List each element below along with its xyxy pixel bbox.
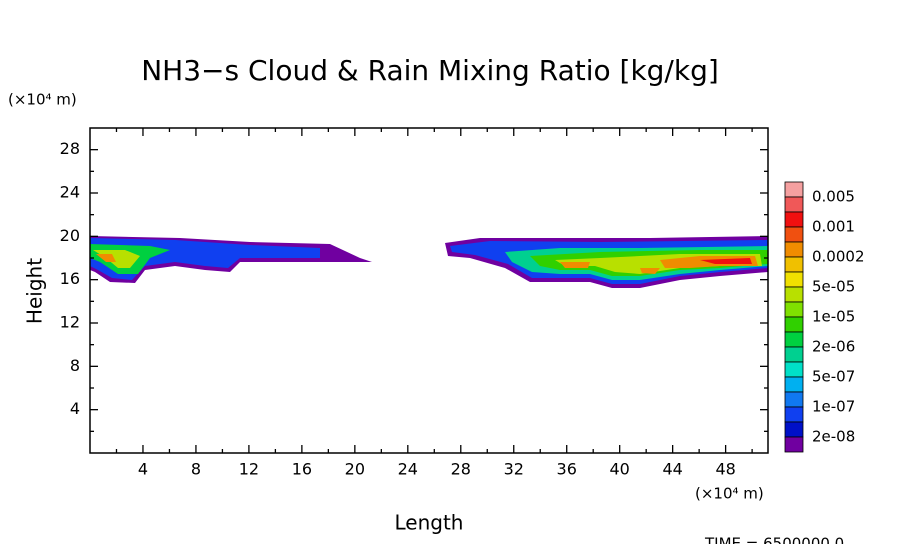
y-tick-label: 8 xyxy=(70,356,80,375)
x-tick-label: 32 xyxy=(504,460,524,479)
colorbar-label: 0.005 xyxy=(812,188,855,206)
colorbar-box xyxy=(784,316,804,333)
colorbar-label: 0.001 xyxy=(812,218,855,236)
axes xyxy=(89,127,769,454)
colorbar-label: 1e-05 xyxy=(812,308,855,326)
colorbar-box xyxy=(784,241,804,258)
colorbar-box xyxy=(784,256,804,273)
colorbar-box xyxy=(784,226,804,243)
colorbar-label: 0.0002 xyxy=(812,248,865,266)
colorbar-box xyxy=(784,196,804,213)
x-tick-label: 36 xyxy=(557,460,577,479)
x-unit: (×10⁴ m) xyxy=(695,485,764,503)
x-tick-label: 24 xyxy=(398,460,418,479)
colorbar-box xyxy=(784,361,804,378)
x-tick-label: 12 xyxy=(239,460,259,479)
plot-frame xyxy=(89,127,769,454)
colorbar-box xyxy=(784,421,804,438)
cloud-field xyxy=(90,236,768,288)
x-tick-label: 48 xyxy=(715,460,735,479)
y-tick-label: 4 xyxy=(70,399,80,418)
colorbar-box xyxy=(784,436,804,453)
footer: TIME = 6500000.0 xyxy=(704,535,844,544)
colorbar-label: 2e-06 xyxy=(812,338,855,356)
colorbar-box xyxy=(784,211,804,228)
x-tick-label: 4 xyxy=(138,460,148,479)
y-tick-label: 20 xyxy=(60,226,80,245)
y-unit: (×10⁴ m) xyxy=(8,91,77,109)
y-tick-label: 16 xyxy=(60,269,80,288)
x-axis-label: Length xyxy=(395,511,464,535)
colorbar-box xyxy=(784,271,804,288)
colorbar-label: 5e-05 xyxy=(812,278,855,296)
chart-title: NH3−s Cloud & Rain Mixing Ratio [kg/kg] xyxy=(141,54,719,87)
y-axis-label: Height xyxy=(23,258,47,324)
colorbar-box xyxy=(784,406,804,423)
colorbar-box xyxy=(784,331,804,348)
x-tick-label: 16 xyxy=(292,460,312,479)
colorbar-label: 1e-07 xyxy=(812,398,855,416)
colorbar-box xyxy=(784,286,804,303)
x-tick-label: 28 xyxy=(451,460,471,479)
x-tick-label: 8 xyxy=(191,460,201,479)
colorbar-label: 2e-08 xyxy=(812,428,855,446)
x-tick-label: 40 xyxy=(610,460,630,479)
y-tick-label: 28 xyxy=(60,139,80,158)
colorbar-box xyxy=(784,346,804,363)
colorbar-box xyxy=(784,301,804,318)
colorbar-box xyxy=(784,391,804,408)
colorbar-label: 5e-07 xyxy=(812,368,855,386)
x-tick-label: 20 xyxy=(345,460,365,479)
y-tick-label: 12 xyxy=(60,313,80,332)
x-tick-label: 44 xyxy=(662,460,682,479)
colorbar-box xyxy=(784,376,804,393)
colorbar-box xyxy=(784,181,804,198)
y-tick-label: 24 xyxy=(60,183,80,202)
